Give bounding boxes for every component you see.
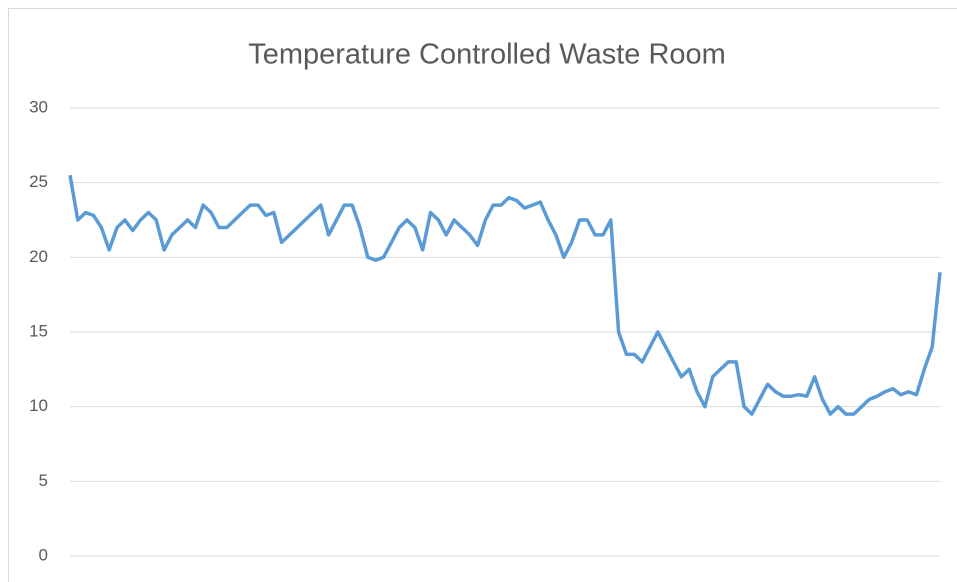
chart-title: Temperature Controlled Waste Room <box>248 39 726 71</box>
y-tick-label: 20 <box>29 247 48 266</box>
y-tick-label: 10 <box>29 396 48 415</box>
y-tick-label: 0 <box>39 545 48 564</box>
chart-frame <box>8 8 957 582</box>
y-tick-label: 25 <box>29 172 48 191</box>
y-tick-label: 30 <box>29 97 48 116</box>
y-tick-label: 5 <box>39 471 48 490</box>
y-tick-label: 15 <box>29 321 48 340</box>
line-series <box>68 174 942 416</box>
